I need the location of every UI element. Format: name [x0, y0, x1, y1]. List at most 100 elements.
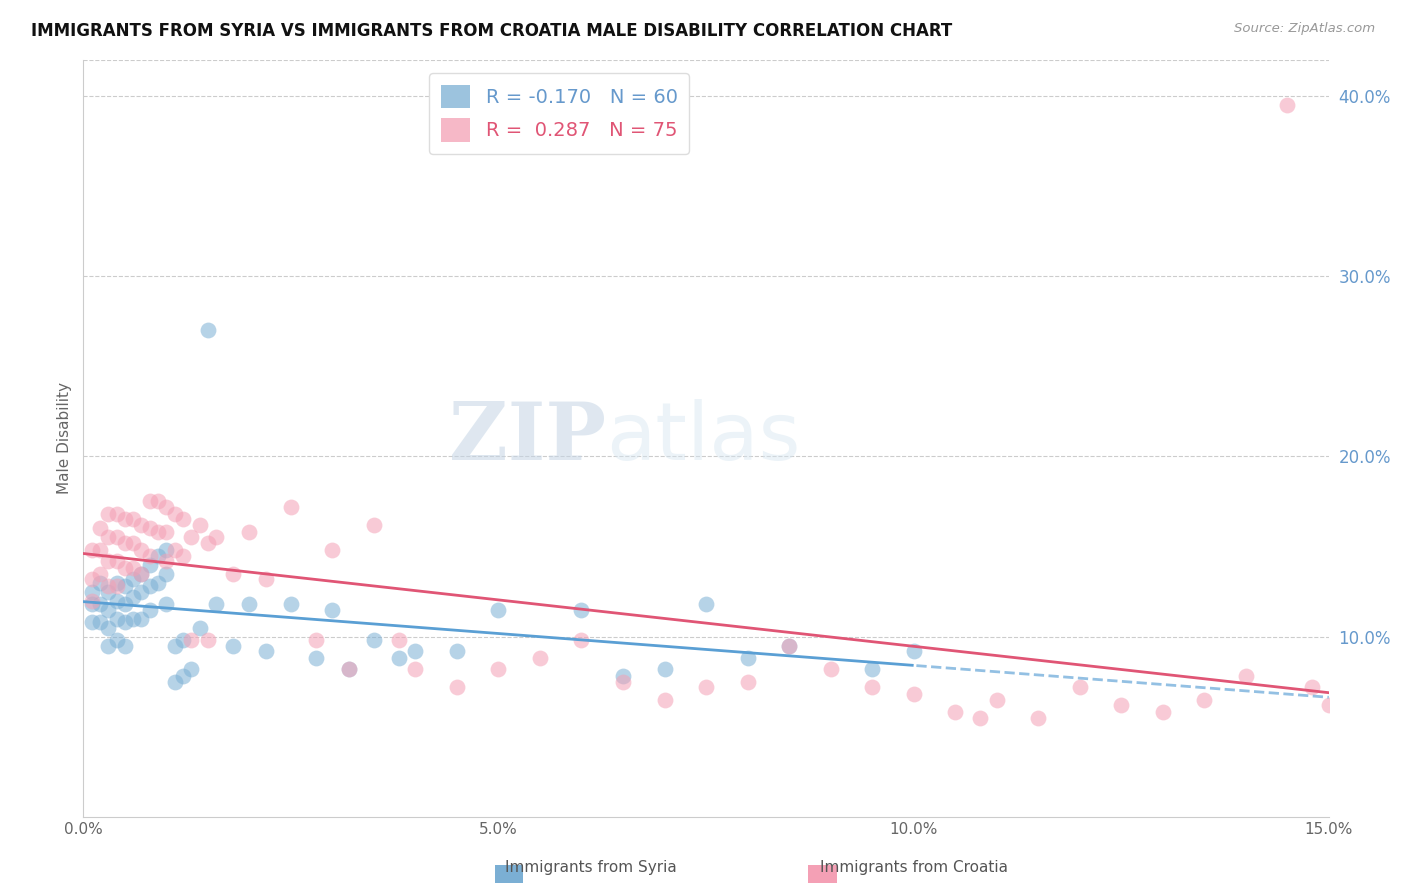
- Point: [188, 517, 211, 532]
- Point: [180, 531, 202, 545]
- Point: [97, 554, 120, 568]
- Point: [280, 597, 302, 611]
- Point: [986, 693, 1008, 707]
- Point: [131, 584, 153, 599]
- Point: [222, 639, 245, 653]
- Point: [404, 662, 426, 676]
- Point: [97, 621, 120, 635]
- Point: [337, 662, 360, 676]
- Point: [131, 517, 153, 532]
- Point: [105, 507, 128, 521]
- Point: [488, 662, 510, 676]
- Text: atlas: atlas: [606, 400, 801, 477]
- Point: [188, 621, 211, 635]
- Point: [89, 566, 111, 581]
- Point: [205, 597, 228, 611]
- Point: [222, 566, 245, 581]
- Point: [80, 615, 103, 630]
- Point: [305, 633, 328, 648]
- Point: [903, 687, 925, 701]
- Point: [146, 524, 169, 539]
- Point: [122, 612, 145, 626]
- Point: [612, 674, 634, 689]
- Point: [114, 536, 136, 550]
- Point: [155, 597, 177, 611]
- Point: [654, 662, 676, 676]
- Point: [321, 602, 343, 616]
- Point: [571, 602, 593, 616]
- Point: [337, 662, 360, 676]
- Point: [163, 543, 186, 558]
- Point: [114, 579, 136, 593]
- Point: [388, 651, 411, 665]
- Point: [363, 517, 385, 532]
- Legend: R = -0.170   N = 60, R =  0.287   N = 75: R = -0.170 N = 60, R = 0.287 N = 75: [429, 73, 689, 153]
- Point: [97, 639, 120, 653]
- Point: [89, 615, 111, 630]
- Point: [155, 543, 177, 558]
- Point: [695, 680, 717, 694]
- Point: [105, 575, 128, 590]
- Point: [131, 566, 153, 581]
- Point: [778, 639, 800, 653]
- Point: [97, 602, 120, 616]
- Point: [155, 554, 177, 568]
- Point: [1234, 669, 1257, 683]
- Point: [97, 507, 120, 521]
- Text: IMMIGRANTS FROM SYRIA VS IMMIGRANTS FROM CROATIA MALE DISABILITY CORRELATION CHA: IMMIGRANTS FROM SYRIA VS IMMIGRANTS FROM…: [31, 22, 952, 40]
- Point: [172, 512, 194, 526]
- Point: [737, 674, 759, 689]
- Point: [105, 593, 128, 607]
- Point: [529, 651, 551, 665]
- Point: [138, 549, 160, 563]
- Point: [778, 639, 800, 653]
- Point: [1301, 680, 1323, 694]
- Point: [122, 561, 145, 575]
- Point: [105, 612, 128, 626]
- Point: [254, 644, 277, 658]
- Point: [820, 662, 842, 676]
- Point: [612, 669, 634, 683]
- Point: [89, 543, 111, 558]
- Point: [89, 575, 111, 590]
- Point: [860, 680, 883, 694]
- Point: [155, 524, 177, 539]
- Point: [969, 711, 991, 725]
- Point: [280, 500, 302, 514]
- Point: [254, 572, 277, 586]
- Point: [180, 633, 202, 648]
- Point: [388, 633, 411, 648]
- Point: [114, 512, 136, 526]
- Point: [155, 566, 177, 581]
- Point: [1109, 698, 1132, 713]
- Point: [146, 575, 169, 590]
- Y-axis label: Male Disability: Male Disability: [58, 383, 72, 494]
- Point: [163, 674, 186, 689]
- Point: [1277, 97, 1299, 112]
- Point: [488, 602, 510, 616]
- Point: [138, 494, 160, 508]
- Point: [363, 633, 385, 648]
- Point: [131, 566, 153, 581]
- Point: [695, 597, 717, 611]
- Point: [737, 651, 759, 665]
- Point: [238, 524, 260, 539]
- Point: [80, 597, 103, 611]
- Point: [80, 584, 103, 599]
- Point: [172, 633, 194, 648]
- Point: [903, 644, 925, 658]
- Point: [943, 706, 966, 720]
- Point: [1152, 706, 1174, 720]
- Text: Source: ZipAtlas.com: Source: ZipAtlas.com: [1234, 22, 1375, 36]
- Point: [1192, 693, 1215, 707]
- Point: [131, 612, 153, 626]
- Point: [138, 602, 160, 616]
- Point: [146, 549, 169, 563]
- Point: [571, 633, 593, 648]
- Point: [122, 590, 145, 604]
- Point: [89, 597, 111, 611]
- Point: [404, 644, 426, 658]
- Point: [172, 549, 194, 563]
- Point: [197, 536, 219, 550]
- Point: [197, 633, 219, 648]
